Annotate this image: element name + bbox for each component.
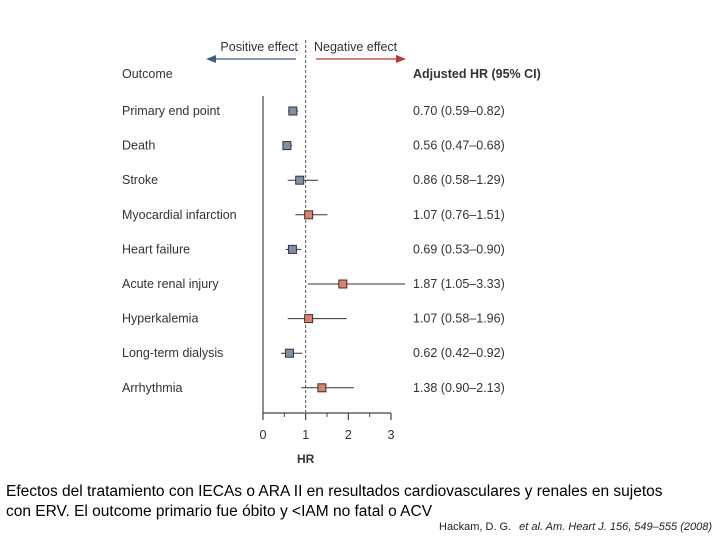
forest-row: Stroke 0.86 (0.58–1.29) (122, 173, 505, 187)
hr-point-marker (288, 106, 298, 116)
caption-line-2: con ERV. El outcome primario fue óbito y… (6, 503, 433, 520)
row-label: Long-term dialysis (122, 346, 223, 360)
row-label: Heart failure (122, 242, 190, 256)
hr-point-marker (304, 210, 314, 220)
row-label: Primary end point (122, 104, 220, 118)
row-hr-value: 0.69 (0.53–0.90) (413, 242, 505, 256)
row-label: Acute renal injury (122, 277, 219, 291)
forest-rows: Primary end point 0.70 (0.59–0.82) Death 0.… (122, 104, 505, 395)
row-label: Hyperkalemia (122, 312, 198, 326)
x-tick-label-3: 3 (388, 428, 395, 442)
hr-point-marker (284, 348, 294, 358)
row-label: Arrhythmia (122, 381, 182, 395)
hr-column-header: Adjusted HR (95% CI) (413, 67, 541, 81)
x-tick-label-1: 1 (302, 428, 309, 442)
row-label: Stroke (122, 173, 158, 187)
caption-line-1: Efectos del tratamiento con IECAs o ARA … (6, 483, 663, 500)
row-hr-value: 0.62 (0.42–0.92) (413, 346, 505, 360)
x-axis-label: HR (297, 452, 315, 466)
row-hr-value: 1.07 (0.76–1.51) (413, 208, 505, 222)
citation: Hackam, D. G. et al. Am. Heart J. 156, 54… (439, 521, 712, 533)
hr-point-marker (287, 244, 297, 254)
x-tick-label-0: 0 (260, 428, 267, 442)
forest-row: Myocardial infarction 1.07 (0.76–1.51) (122, 208, 505, 222)
right-arrow-head (396, 55, 406, 63)
figure-caption: Efectos del tratamiento con IECAs o ARA … (6, 482, 714, 522)
row-hr-value: 0.70 (0.59–0.82) (413, 104, 505, 118)
outcome-column-header: Outcome (122, 67, 173, 81)
forest-plot: Positive effect Negative effect Outcome … (122, 40, 541, 466)
forest-row: Long-term dialysis 0.62 (0.42–0.92) (122, 346, 505, 360)
row-hr-value: 0.86 (0.58–1.29) (413, 173, 505, 187)
hr-point-marker (317, 383, 327, 393)
row-label: Myocardial infarction (122, 208, 237, 222)
row-hr-value: 1.38 (0.90–2.13) (413, 381, 505, 395)
forest-row: Heart failure 0.69 (0.53–0.90) (122, 242, 505, 256)
hr-point-marker (282, 141, 292, 151)
forest-row: Acute renal injury 1.87 (1.05–3.33) (122, 277, 505, 291)
header-positive-effect: Positive effect (220, 40, 298, 54)
x-axis-ticks: 0 1 2 3 (260, 413, 395, 442)
x-tick-label-2: 2 (345, 428, 352, 442)
row-hr-value: 1.07 (0.58–1.96) (413, 312, 505, 326)
citation-journal: et al. Am. Heart J. 156, 549–555 (2008) (519, 521, 712, 533)
row-hr-value: 1.87 (1.05–3.33) (413, 277, 505, 291)
forest-row: Primary end point 0.70 (0.59–0.82) (122, 104, 505, 118)
hr-point-marker (338, 279, 348, 289)
forest-row: Arrhythmia 1.38 (0.90–2.13) (122, 381, 505, 395)
forest-row: Hyperkalemia 1.07 (0.58–1.96) (122, 312, 505, 326)
row-hr-value: 0.56 (0.47–0.68) (413, 139, 505, 153)
row-label: Death (122, 139, 155, 153)
hr-point-marker (304, 314, 314, 324)
header-negative-effect: Negative effect (314, 40, 398, 54)
citation-authors: Hackam, D. G. (439, 521, 512, 533)
forest-row: Death 0.56 (0.47–0.68) (122, 139, 505, 153)
left-arrow-head (206, 55, 216, 63)
hr-point-marker (295, 175, 305, 185)
